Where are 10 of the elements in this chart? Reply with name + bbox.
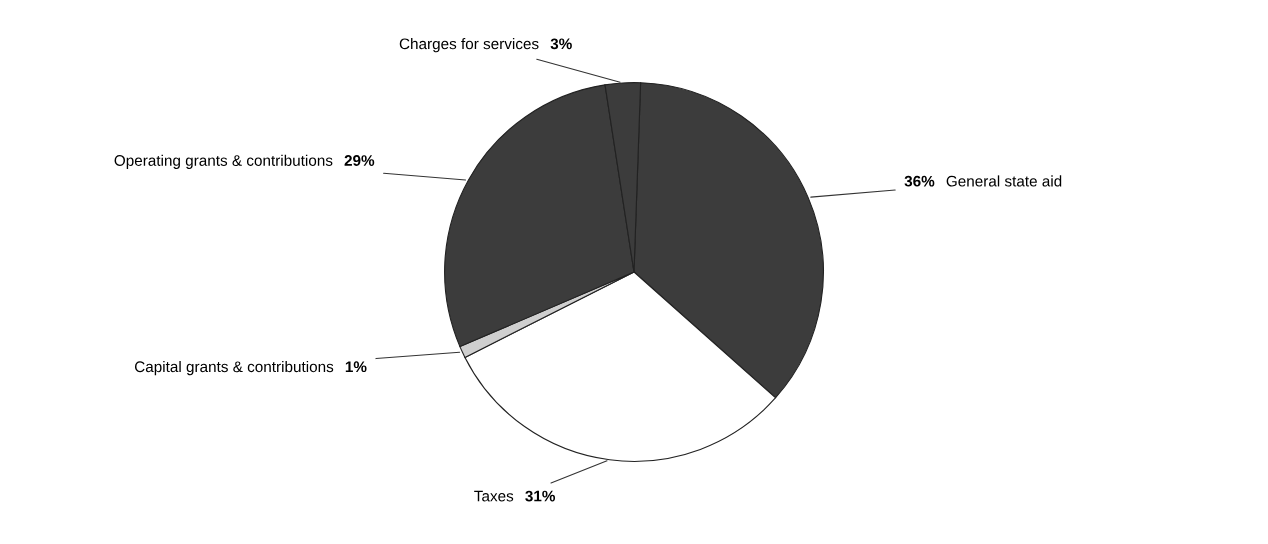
data-label: 3% bbox=[550, 38, 572, 50]
slice-label: Taxes bbox=[474, 490, 514, 502]
data-label: 36% bbox=[904, 175, 935, 187]
slice-label: Operating grants & contributions bbox=[114, 154, 333, 169]
data-label: 1% bbox=[345, 361, 367, 373]
slice-label: Capital grants & contributions bbox=[134, 360, 334, 376]
data-label: 31% bbox=[525, 490, 556, 502]
slice-label: Charges for services bbox=[399, 38, 539, 53]
data-label: 29% bbox=[344, 155, 375, 166]
slice-label: General state aid bbox=[946, 175, 1062, 187]
